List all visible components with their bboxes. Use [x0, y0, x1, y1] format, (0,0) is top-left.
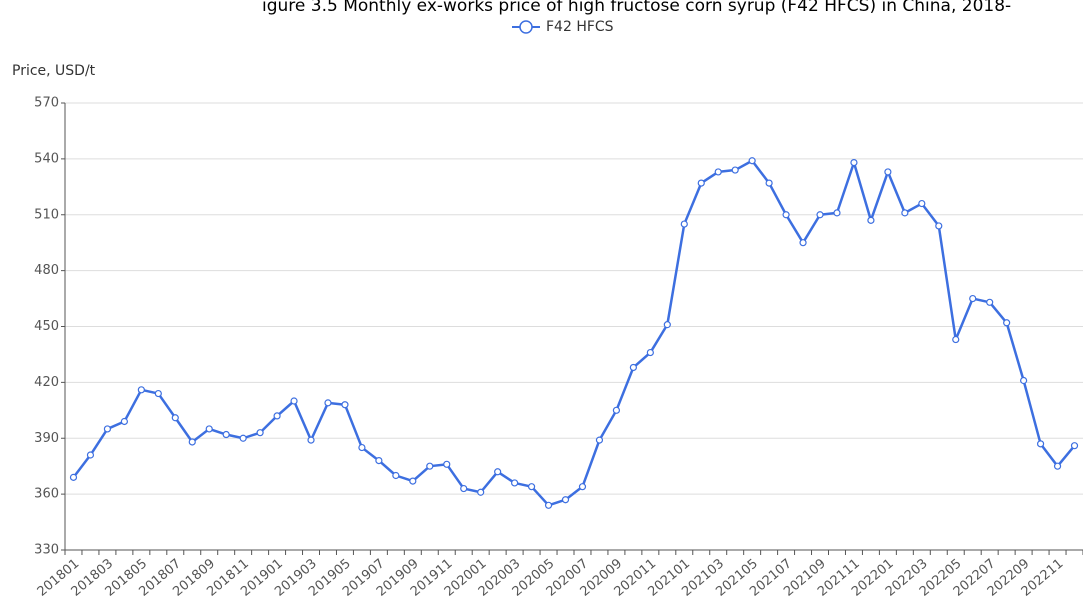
- point: [171, 414, 179, 422]
- point: [1020, 376, 1028, 385]
- point: [443, 460, 451, 468]
- point: [935, 222, 943, 230]
- point: [154, 389, 162, 398]
- y-tick-label: 480: [34, 263, 59, 278]
- y-tick-label: 510: [34, 207, 59, 222]
- point: [544, 501, 553, 509]
- point: [341, 401, 349, 409]
- point: [969, 294, 977, 303]
- y-tick-label: 540: [34, 151, 59, 166]
- point: [324, 399, 332, 407]
- point: [222, 430, 230, 439]
- point: [120, 417, 128, 426]
- y-tick-label: 450: [34, 319, 59, 334]
- point: [782, 211, 790, 219]
- point: [748, 157, 756, 165]
- point: [731, 166, 739, 174]
- point: [527, 483, 536, 491]
- point: [833, 209, 841, 217]
- point: [901, 209, 909, 217]
- point: [290, 397, 298, 405]
- point: [460, 484, 468, 493]
- point: [273, 412, 281, 420]
- point: [409, 477, 417, 485]
- legend-label: F42 HFCS: [546, 19, 614, 35]
- point: [680, 220, 688, 228]
- point: [986, 298, 994, 306]
- y-tick-label: 360: [34, 487, 59, 502]
- line: [72, 159, 1076, 507]
- point: [646, 348, 654, 357]
- point: [1003, 319, 1011, 327]
- point: [816, 211, 824, 219]
- point: [1053, 462, 1062, 470]
- point: [799, 239, 807, 247]
- point: [612, 406, 621, 414]
- point: [86, 451, 95, 459]
- point: [629, 363, 637, 372]
- y-tick-label: 420: [34, 375, 59, 390]
- y-axis-label: Price, USD/t: [12, 63, 96, 79]
- point: [918, 199, 926, 208]
- point: [850, 159, 858, 167]
- point: [358, 443, 366, 452]
- point: [867, 216, 875, 224]
- point: [137, 386, 145, 394]
- y-tick-label: 330: [34, 543, 59, 558]
- point: [1070, 442, 1079, 450]
- legend-marker: [519, 20, 533, 34]
- point: [952, 335, 960, 344]
- y-tick-label: 570: [34, 96, 59, 111]
- point: [561, 496, 570, 504]
- point: [663, 321, 671, 329]
- chart-title: igure 3.5 Monthly ex-works price of high…: [262, 0, 1011, 16]
- y-tick-label: 390: [34, 431, 59, 446]
- point: [239, 434, 247, 442]
- point: [578, 483, 587, 491]
- point: [714, 168, 722, 176]
- point: [477, 488, 485, 496]
- point: [188, 438, 196, 446]
- point: [1036, 440, 1045, 448]
- point: [884, 168, 892, 176]
- point: [595, 436, 604, 444]
- point: [494, 468, 502, 476]
- point: [205, 425, 213, 433]
- point: [765, 179, 773, 187]
- point: [375, 457, 383, 465]
- point: [307, 436, 315, 444]
- point: [511, 479, 519, 487]
- point: [256, 429, 264, 437]
- point: [103, 425, 112, 433]
- point: [426, 462, 434, 470]
- point: [697, 179, 705, 187]
- point: [69, 473, 78, 481]
- point: [392, 471, 400, 480]
